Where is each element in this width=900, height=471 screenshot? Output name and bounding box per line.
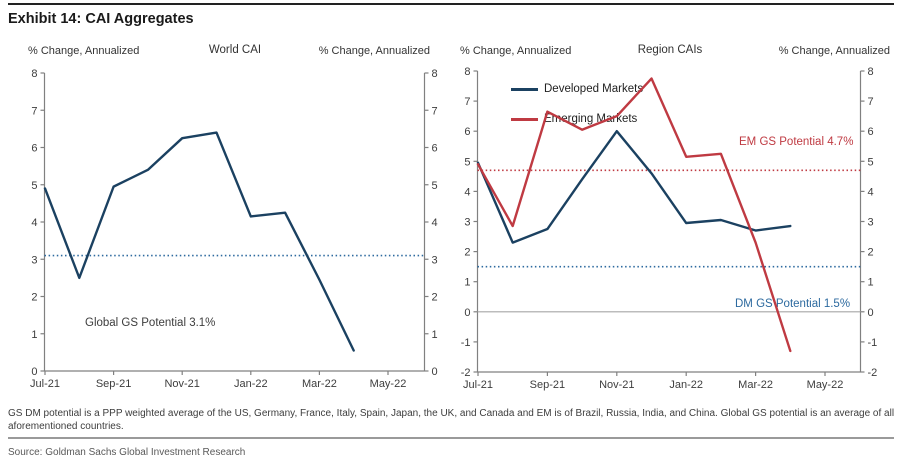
y-tick-label: 0	[464, 307, 470, 319]
x-tick-label: Jan-22	[234, 378, 268, 390]
x-tick-label: Sep-21	[530, 379, 565, 391]
y-tick-label: 8	[464, 66, 470, 78]
y-tick-label: 0	[868, 307, 874, 319]
y-tick-label: 1	[31, 329, 37, 341]
em-potential-label: EM GS Potential 4.7%	[739, 136, 854, 148]
y-tick-label: 7	[868, 96, 874, 108]
y-tick-label: 2	[31, 292, 37, 304]
emerging-markets-line-swatch	[511, 117, 538, 121]
y-tick-label: 5	[868, 156, 874, 168]
dm-potential-label: DM GS Potential 1.5%	[735, 298, 851, 310]
y-tick-label: -2	[868, 367, 878, 379]
global-potential-label: Global GS Potential 3.1%	[85, 317, 216, 329]
x-tick-label: Jul-21	[463, 379, 493, 391]
series-developed-markets-line	[476, 129, 792, 244]
world-cai-chart: 0 0 1 1 2 2 3 3 4 4 5 5 6 6 7 7 8 8 Jul-21 Sep-21 Nov-21 Jan-…	[30, 68, 438, 390]
footer-divider	[8, 437, 894, 439]
y-tick-label: 7	[432, 105, 438, 117]
series-world-cai-line	[43, 131, 355, 352]
y-tick-label: 4	[432, 217, 438, 229]
x-tick-label: Sep-21	[96, 378, 131, 390]
y-tick-label: 3	[868, 217, 874, 229]
y-tick-label: 5	[432, 180, 438, 192]
y-tick-label: 6	[868, 126, 874, 138]
x-tick-label: May-22	[807, 379, 844, 391]
x-tick-label: May-22	[370, 378, 407, 390]
y-tick-label: 3	[31, 254, 37, 266]
top-divider	[8, 3, 894, 5]
world-cai-ylabel-right: % Change, Annualized	[318, 45, 430, 57]
y-tick-label: 5	[464, 156, 470, 168]
world-cai-ylabel-left: % Change, Annualized	[28, 45, 140, 57]
developed-markets-line-swatch	[511, 87, 538, 91]
y-tick-label: 1	[868, 277, 874, 289]
series-emerging-markets-line	[476, 77, 792, 353]
y-tick-label: 3	[432, 254, 438, 266]
y-tick-label: 7	[31, 105, 37, 117]
y-tick-label: 0	[432, 366, 438, 378]
y-tick-label: 2	[868, 247, 874, 259]
y-tick-label: 0	[31, 366, 37, 378]
y-tick-label: 4	[464, 186, 470, 198]
y-tick-label: 7	[464, 96, 470, 108]
x-tick-label: Nov-21	[164, 378, 199, 390]
x-tick-label: Mar-22	[738, 379, 773, 391]
y-tick-label: 5	[31, 180, 37, 192]
legend-item-developed-markets: Developed Markets	[511, 74, 643, 104]
y-tick-label: 8	[31, 68, 37, 80]
y-tick-label: 2	[464, 247, 470, 259]
x-tick-label: Jan-22	[669, 379, 703, 391]
exhibit-title: Exhibit 14: CAI Aggregates	[8, 11, 194, 27]
y-tick-label: 6	[31, 143, 37, 155]
region-cais-ylabel-right: % Change, Annualized	[778, 45, 890, 57]
y-tick-label: 6	[432, 143, 438, 155]
y-tick-label: 8	[432, 68, 438, 80]
y-tick-label: 6	[464, 126, 470, 138]
x-tick-label: Jul-21	[30, 378, 60, 390]
x-tick-label: Mar-22	[302, 378, 337, 390]
y-tick-label: -1	[868, 337, 878, 349]
y-tick-label: 4	[31, 217, 37, 229]
region-cais-ylabel-left: % Change, Annualized	[460, 45, 572, 57]
y-tick-label: -2	[461, 367, 471, 379]
footnote: GS DM potential is a PPP weighted averag…	[8, 408, 895, 432]
world-cai-title: World CAI	[208, 44, 262, 56]
source-line: Source: Goldman Sachs Global Investment …	[8, 447, 246, 458]
y-tick-label: 4	[868, 186, 874, 198]
y-tick-label: -1	[461, 337, 471, 349]
region-cais-chart: -2 -2 -1 -1 0 0 1 1 2 2 3 3 4 4 5 5 6 6 7 7 8 8 Jul-21 Sep-21 No…	[461, 66, 878, 391]
y-tick-label: 8	[868, 66, 874, 78]
y-tick-label: 1	[464, 277, 470, 289]
y-tick-label: 2	[432, 292, 438, 304]
y-tick-label: 1	[432, 329, 438, 341]
region-cais-title: Region CAIs	[637, 44, 703, 56]
legend-label-developed-markets: Developed Markets	[544, 83, 644, 95]
x-tick-label: Nov-21	[599, 379, 634, 391]
y-tick-label: 3	[464, 217, 470, 229]
